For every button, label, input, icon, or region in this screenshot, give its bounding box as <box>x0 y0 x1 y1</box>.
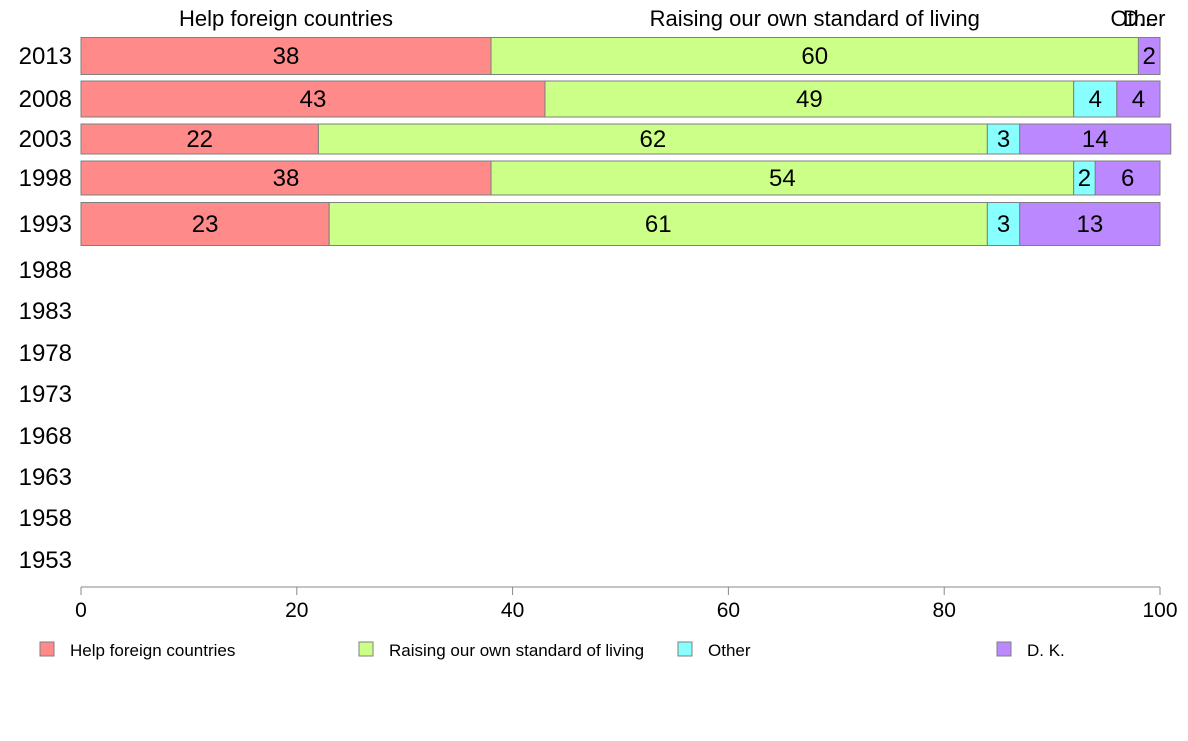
top-series-label: D... <box>1123 6 1157 31</box>
y-tick-label: 2003 <box>19 126 72 153</box>
y-tick-label: 1953 <box>19 547 72 574</box>
y-tick-label: 1988 <box>19 257 72 284</box>
legend-label: Raising our own standard of living <box>389 641 644 660</box>
x-tick-label: 60 <box>717 599 740 622</box>
bar-value-label: 49 <box>796 86 823 113</box>
bar-segment <box>80 37 492 75</box>
bar-segment <box>1116 80 1161 118</box>
legend-label: Other <box>708 641 751 660</box>
top-series-labels: Help foreign countries Raising our own st… <box>179 6 1166 31</box>
bar-segment <box>544 80 1075 118</box>
bar-value-label: 4 <box>1089 86 1102 113</box>
y-axis: 2013 2008 2003 1998 1993 1988 1983 1978 1973 1968… <box>19 43 72 574</box>
y-tick-label: 1968 <box>19 423 72 450</box>
y-tick-label: 1958 <box>19 505 72 532</box>
y-tick-label: 2013 <box>19 43 72 70</box>
bar-value-label: 62 <box>640 126 667 153</box>
y-tick-label: 1978 <box>19 340 72 367</box>
y-tick-label: 1993 <box>19 211 72 238</box>
bar-value-label: 38 <box>273 43 300 70</box>
legend-label: Help foreign countries <box>70 641 235 660</box>
bar-segment <box>1019 123 1172 155</box>
bar-value-label: 4 <box>1132 86 1145 113</box>
y-tick-label: 1983 <box>19 298 72 325</box>
top-series-label: Help foreign countries <box>179 6 393 31</box>
bar-value-label: 13 <box>1077 211 1104 238</box>
legend: Help foreign countries Raising our own st… <box>39 641 1065 660</box>
y-tick-label: 1998 <box>19 165 72 192</box>
bar-value-label: 38 <box>273 165 300 192</box>
bar-value-label: 3 <box>997 211 1010 238</box>
bar-segment <box>986 123 1021 155</box>
bars-group <box>80 37 1172 246</box>
bar-segment <box>986 202 1021 246</box>
top-series-label: Raising our own standard of living <box>650 6 980 31</box>
bar-value-label: 23 <box>192 211 219 238</box>
bar-segment <box>490 160 1075 196</box>
bar-segment <box>80 123 319 155</box>
bar-segment <box>328 202 988 246</box>
y-tick-label: 1963 <box>19 464 72 491</box>
bar-value-label: 2 <box>1143 43 1156 70</box>
x-tick-label: 100 <box>1142 599 1177 622</box>
bar-segment <box>1073 80 1118 118</box>
x-tick-label: 20 <box>285 599 308 622</box>
legend-label: D. K. <box>1027 641 1065 660</box>
legend-swatch <box>39 641 55 657</box>
legend-swatch <box>677 641 693 657</box>
bar-segment <box>1019 202 1161 246</box>
bar-value-label: 61 <box>645 211 672 238</box>
bar-segment <box>80 160 492 196</box>
legend-swatch <box>996 641 1012 657</box>
bar-segment <box>80 202 330 246</box>
bar-value-label: 43 <box>300 86 327 113</box>
y-tick-label: 1973 <box>19 381 72 408</box>
x-axis: 0 20 40 60 80 100 <box>75 586 1178 622</box>
x-tick-label: 0 <box>75 599 87 622</box>
legend-swatch <box>358 641 374 657</box>
bar-value-label: 22 <box>186 126 213 153</box>
bar-value-label: 54 <box>769 165 796 192</box>
y-tick-label: 2008 <box>19 86 72 113</box>
top-series-label: Other <box>1110 6 1165 31</box>
bar-value-label: 14 <box>1082 126 1109 153</box>
bar-segment <box>317 123 988 155</box>
bar-value-label: 3 <box>997 126 1010 153</box>
bar-value-label: 6 <box>1121 165 1134 192</box>
bar-segment <box>490 37 1139 75</box>
x-tick-label: 80 <box>933 599 956 622</box>
bar-value-label: 2 <box>1078 165 1091 192</box>
x-tick-label: 40 <box>501 599 524 622</box>
bar-segment <box>1137 37 1161 75</box>
bar-value-label: 60 <box>801 43 828 70</box>
bar-segment <box>1094 160 1161 196</box>
